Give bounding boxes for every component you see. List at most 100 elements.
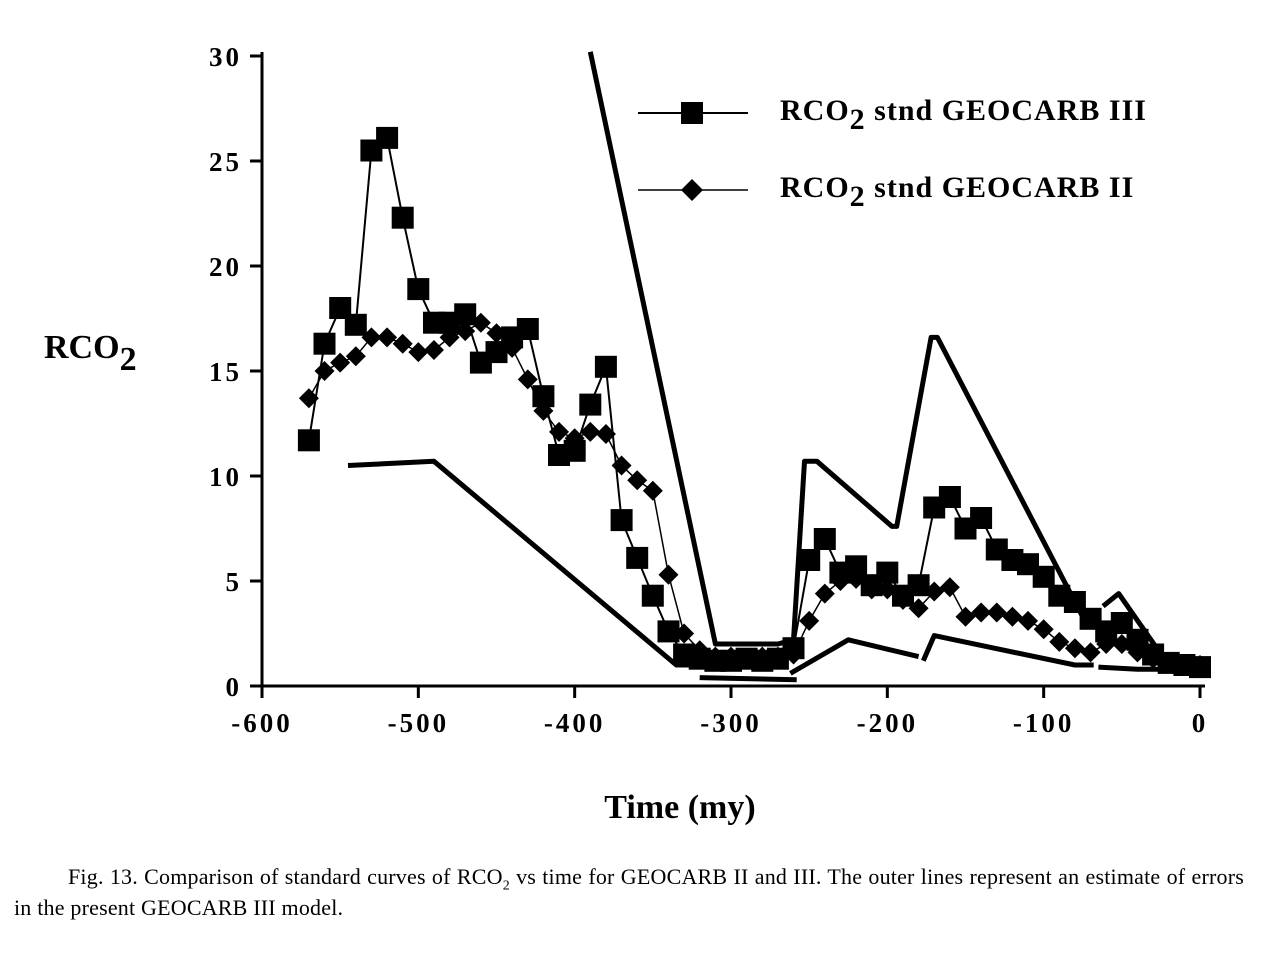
geocarb-iii-point <box>813 528 836 550</box>
geocarb-ii-point <box>830 571 851 591</box>
geocarb-ii-point <box>580 421 601 442</box>
geocarb-ii-point <box>642 480 663 501</box>
geocarb-ii-point <box>455 321 476 342</box>
geocarb-iii-point <box>313 332 336 355</box>
geocarb-ii-point <box>1080 642 1101 663</box>
geocarb-ii-point <box>1174 655 1195 675</box>
legend-label-geocarb-iii-prefix: RCO <box>780 94 850 127</box>
geocarb-ii-point <box>377 327 398 348</box>
geocarb-ii-point <box>361 327 382 348</box>
geocarb-iii-point <box>907 574 930 597</box>
geocarb-ii-point <box>439 327 460 348</box>
geocarb-ii-point <box>1018 610 1039 631</box>
geocarb-iii-point <box>516 318 539 340</box>
geocarb-iii-point <box>970 507 993 529</box>
geocarb-ii-point <box>939 577 960 598</box>
y-tick-label: 20 <box>209 252 242 282</box>
geocarb-ii-point <box>470 312 491 333</box>
geocarb-ii-point <box>298 388 319 409</box>
geocarb-ii-point <box>1002 606 1023 627</box>
x-tick-label: -500 <box>388 708 450 738</box>
y-axis-title: RCO2 <box>44 329 137 378</box>
geocarb-iii-point <box>1063 591 1086 613</box>
geocarb-iii-point <box>938 486 961 508</box>
geocarb-iii-point <box>641 584 664 607</box>
geocarb-iii-point <box>297 429 320 452</box>
geocarb-ii-point <box>423 340 444 360</box>
geocarb-iii-point <box>610 509 633 532</box>
y-tick-label: 0 <box>226 672 243 702</box>
legend-label-geocarb-ii-sub: 2 <box>850 180 866 213</box>
rco2-time-chart: -600 -500 -400 -300 -200 -100 0 0 5 10 15 20 25 30 RC… <box>44 42 1211 826</box>
geocarb-iii-point <box>391 206 414 229</box>
error-line-lower-segment <box>921 633 1094 668</box>
geocarb-iii-point <box>532 385 555 408</box>
geocarb-iii-point <box>798 549 821 571</box>
geocarb-iii-point <box>657 620 680 643</box>
geocarb-ii-point <box>486 323 507 344</box>
geocarb-ii-point <box>611 455 632 476</box>
geocarb-iii-point <box>407 278 430 301</box>
geocarb-ii-point <box>1049 631 1070 652</box>
geocarb-iii-point <box>376 126 399 149</box>
geocarb-ii-point <box>1096 634 1117 654</box>
geocarb-ii-point <box>564 428 585 449</box>
geocarb-ii-point <box>971 602 992 623</box>
geocarb-ii-point <box>752 646 773 667</box>
x-tick-label: -200 <box>857 708 919 738</box>
geocarb-ii-point <box>1033 619 1054 640</box>
geocarb-iii-point <box>344 313 367 336</box>
geocarb-ii-point <box>330 352 351 373</box>
geocarb-iii-point <box>594 355 617 378</box>
geocarb-ii-point <box>502 337 523 358</box>
axis-ticks: -600 -500 -400 -300 -200 -100 0 0 5 10 15 20 25 30 <box>209 42 1209 738</box>
geocarb-ii-point <box>736 648 757 669</box>
series-line-geocarb-ii <box>308 321 1200 666</box>
error-line-upper-segment <box>587 51 1099 647</box>
legend-label-geocarb-ii-suffix: stnd GEOCARB II <box>866 171 1135 204</box>
y-tick-label: 15 <box>209 357 242 387</box>
geocarb-ii-point <box>549 421 570 442</box>
geocarb-ii-point <box>1064 638 1085 659</box>
legend-label-geocarb-ii: RCO2 stnd GEOCARB II <box>780 171 1134 213</box>
geocarb-ii-point <box>595 424 616 444</box>
x-tick-label: -100 <box>1013 708 1075 738</box>
y-tick-label: 25 <box>209 147 242 177</box>
geocarb-ii-point <box>908 598 929 619</box>
geocarb-iii-point <box>329 297 352 319</box>
geocarb-ii-point <box>986 602 1007 623</box>
geocarb-iii-point <box>1110 612 1133 634</box>
x-tick-label: 0 <box>1192 708 1209 738</box>
geocarb-iii-point <box>454 303 477 326</box>
geocarb-ii-point <box>674 623 695 644</box>
y-tick-label: 10 <box>209 462 242 492</box>
x-tick-label: -400 <box>544 708 606 738</box>
geocarb-iii-point <box>626 546 649 569</box>
geocarb-ii-point <box>1127 642 1148 663</box>
geocarb-ii-point <box>1190 655 1210 675</box>
geocarb-ii-point <box>846 568 867 589</box>
legend-label-geocarb-iii-suffix: stnd GEOCARB III <box>866 94 1147 127</box>
geocarb-ii-point <box>861 579 882 600</box>
y-axis-title-sub: 2 <box>120 341 137 378</box>
y-axis-title-main: RCO <box>44 329 120 366</box>
geocarb-ii-point <box>627 470 648 491</box>
geocarb-ii-point <box>783 644 804 665</box>
geocarb-ii-point <box>533 400 554 421</box>
legend-diamond-marker-icon <box>681 179 703 201</box>
geocarb-iii-point <box>563 439 586 462</box>
geocarb-ii-point <box>892 589 913 610</box>
geocarb-ii-point <box>658 564 679 585</box>
error-line-lower-segment <box>789 637 920 676</box>
x-tick-label: -300 <box>700 708 762 738</box>
geocarb-ii-point <box>408 342 429 363</box>
geocarb-ii-point <box>517 369 538 390</box>
geocarb-ii-point <box>814 583 835 604</box>
geocarb-ii-point <box>721 646 741 667</box>
geocarb-ii-point <box>689 640 710 661</box>
x-axis-title: Time (my) <box>604 789 755 826</box>
markers-layer <box>297 126 1211 679</box>
geocarb-ii-point <box>799 610 820 631</box>
legend-label-geocarb-ii-prefix: RCO <box>780 171 850 204</box>
geocarb-ii-point <box>1111 634 1132 654</box>
